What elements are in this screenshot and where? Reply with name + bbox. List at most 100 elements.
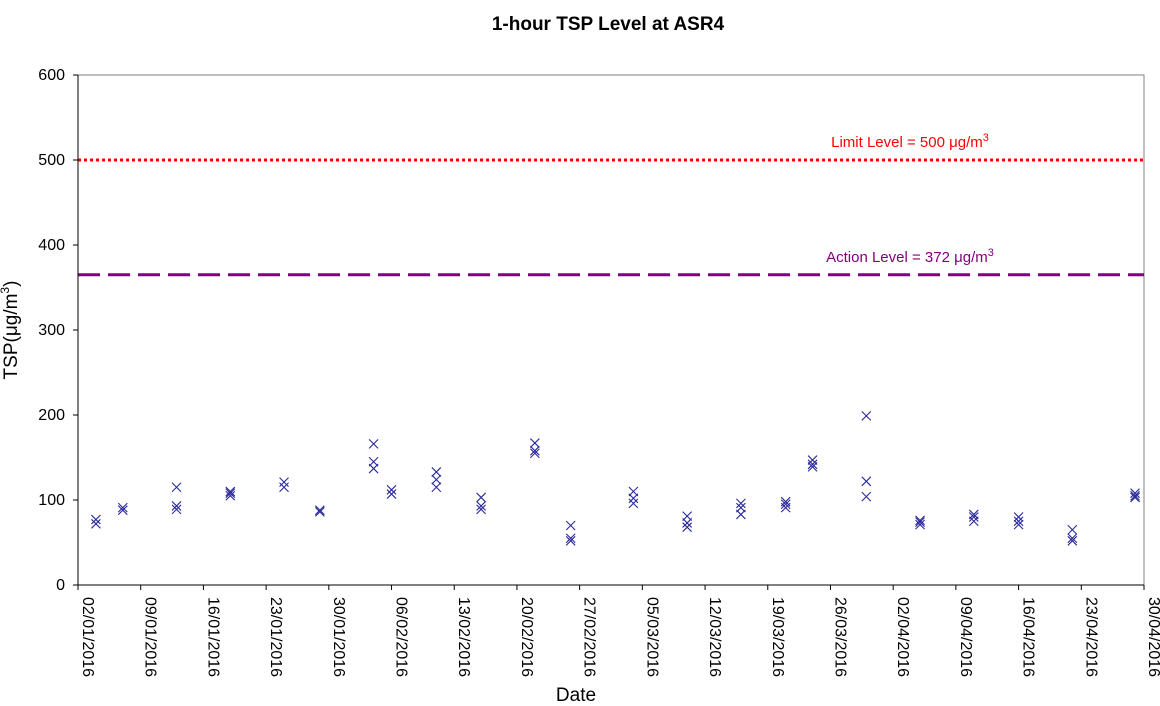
data-point — [386, 489, 397, 499]
data-point — [968, 516, 979, 527]
x-tick-label: 12/03/2016 — [706, 597, 723, 677]
data-point — [915, 517, 925, 527]
y-tick-label: 600 — [38, 67, 65, 84]
chart-title: 1-hour TSP Level at ASR4 — [492, 14, 725, 35]
data-point — [807, 455, 818, 465]
data-point — [780, 499, 791, 510]
data-point — [1130, 488, 1140, 499]
data-point — [225, 488, 236, 499]
data-point — [529, 445, 540, 456]
x-tick-label: 23/04/2016 — [1082, 597, 1099, 677]
data-point — [117, 505, 128, 516]
x-tick-label: 30/01/2016 — [330, 597, 347, 677]
x-tick-label: 26/03/2016 — [831, 597, 848, 677]
data-point — [628, 498, 639, 509]
data-point — [807, 459, 818, 470]
data-point — [225, 490, 236, 501]
data-point — [171, 482, 182, 493]
reference-lines: Limit Level = 500 μg/m3 Action Level = 37… — [78, 132, 1144, 277]
y-tick-label: 100 — [38, 492, 65, 509]
data-point — [529, 448, 540, 459]
data-point — [968, 509, 979, 520]
y-tick-label: 500 — [38, 152, 65, 169]
x-tick-label: 30/04/2016 — [1145, 597, 1160, 677]
data-point — [91, 514, 101, 525]
data-point — [1013, 516, 1024, 527]
y-axis: 0 100 200 300 400 500 600 — [38, 67, 79, 594]
data-point — [368, 439, 379, 449]
y-tick-label: 400 — [38, 237, 65, 254]
data-point — [628, 493, 639, 504]
data-point — [861, 410, 872, 421]
data-point — [682, 511, 693, 522]
data-point — [431, 482, 442, 493]
reference-line-label: Limit Level = 500 μg/m3 — [831, 132, 989, 151]
data-point — [225, 486, 236, 497]
reference-line-label: Action Level = 372 μg/m3 — [826, 247, 994, 266]
data-point — [1013, 512, 1024, 522]
plot-border — [77, 74, 1145, 586]
x-tick-label: 16/04/2016 — [1020, 597, 1037, 677]
y-tick-label: 300 — [38, 322, 65, 339]
data-point — [682, 518, 693, 528]
data-point — [314, 507, 325, 517]
data-point — [1130, 492, 1140, 503]
x-tick-label: 05/03/2016 — [643, 597, 660, 677]
data-point — [861, 476, 872, 487]
x-tick-label: 02/01/2016 — [79, 597, 96, 677]
data-point — [171, 501, 182, 511]
data-point — [1067, 535, 1078, 546]
y-tick-label: 0 — [56, 577, 65, 594]
data-point — [117, 502, 128, 513]
data-point — [476, 501, 486, 511]
x-tick-label: 06/02/2016 — [393, 597, 410, 677]
x-axis-label: Date — [556, 685, 596, 706]
data-point — [861, 491, 872, 502]
x-tick-label: 23/01/2016 — [267, 597, 284, 677]
data-point — [736, 509, 746, 520]
data-point — [1067, 524, 1078, 535]
x-tick-label: 09/04/2016 — [957, 597, 974, 677]
data-point — [968, 512, 979, 522]
data-point — [1130, 490, 1140, 501]
data-point — [915, 515, 925, 526]
data-point — [386, 484, 397, 495]
plot-area — [77, 74, 1145, 586]
data-point — [279, 477, 289, 488]
data-point — [368, 463, 379, 474]
data-point — [368, 456, 379, 467]
y-axis-label: TSP(μg/m3) — [0, 281, 22, 380]
data-point — [736, 502, 746, 513]
data-point — [1013, 519, 1024, 530]
data-point — [565, 533, 576, 544]
data-point — [565, 520, 576, 531]
y-axis-label-main: TSP(μg/m — [1, 294, 22, 380]
x-tick-label: 02/04/2016 — [894, 597, 911, 677]
x-tick-label: 16/01/2016 — [204, 597, 221, 677]
data-point — [628, 486, 639, 497]
data-point — [431, 474, 442, 485]
y-axis-label-suffix: ) — [1, 281, 22, 287]
data-series — [91, 410, 1140, 546]
data-point — [279, 482, 289, 493]
y-tick-label: 200 — [38, 407, 65, 424]
data-point — [171, 504, 182, 515]
x-tick-label: 19/03/2016 — [769, 597, 786, 677]
data-point — [807, 461, 818, 472]
data-point — [780, 502, 791, 513]
x-tick-label: 27/02/2016 — [581, 597, 598, 677]
y-axis-label-sup: 3 — [0, 287, 12, 294]
x-axis: 02/01/2016 09/01/2016 16/01/2016 23/01/2016… — [77, 584, 1160, 677]
x-tick-label: 09/01/2016 — [142, 597, 159, 677]
data-point — [682, 522, 693, 533]
data-point — [476, 504, 486, 515]
data-point — [565, 535, 576, 546]
x-tick-label: 13/02/2016 — [455, 597, 472, 677]
x-tick-label: 20/02/2016 — [518, 597, 535, 677]
data-point — [915, 519, 925, 530]
data-point — [736, 498, 746, 509]
data-point — [529, 438, 540, 448]
data-point — [91, 518, 101, 529]
data-point — [431, 467, 442, 477]
